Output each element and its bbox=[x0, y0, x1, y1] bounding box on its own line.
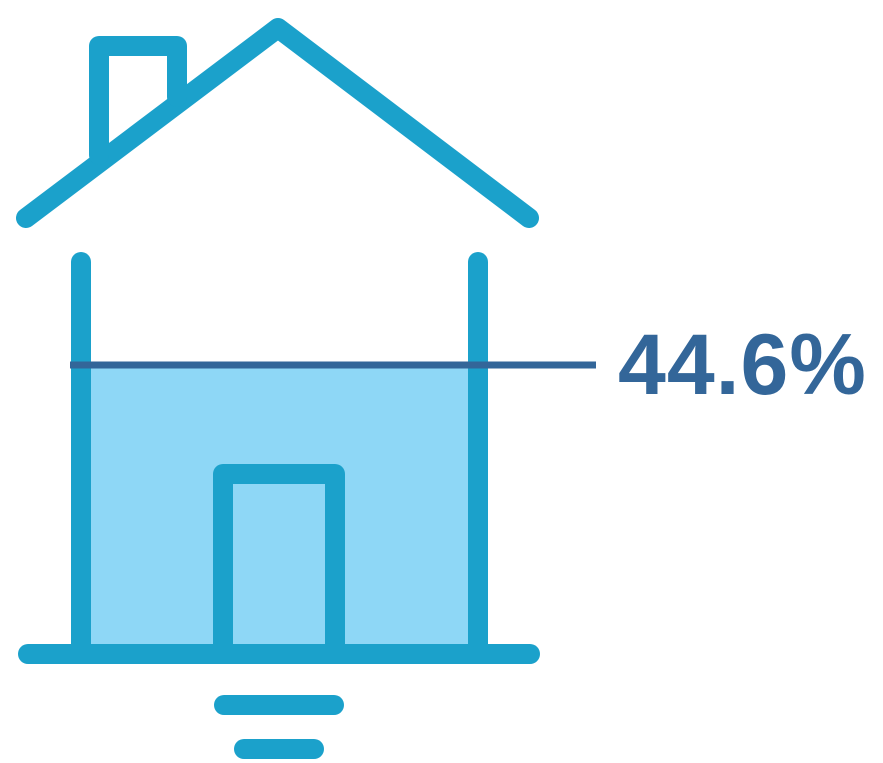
house-fill-level bbox=[81, 365, 478, 654]
percentage-label: 44.6% bbox=[618, 317, 867, 413]
roof-icon bbox=[16, 18, 539, 228]
chimney-icon bbox=[89, 36, 187, 165]
